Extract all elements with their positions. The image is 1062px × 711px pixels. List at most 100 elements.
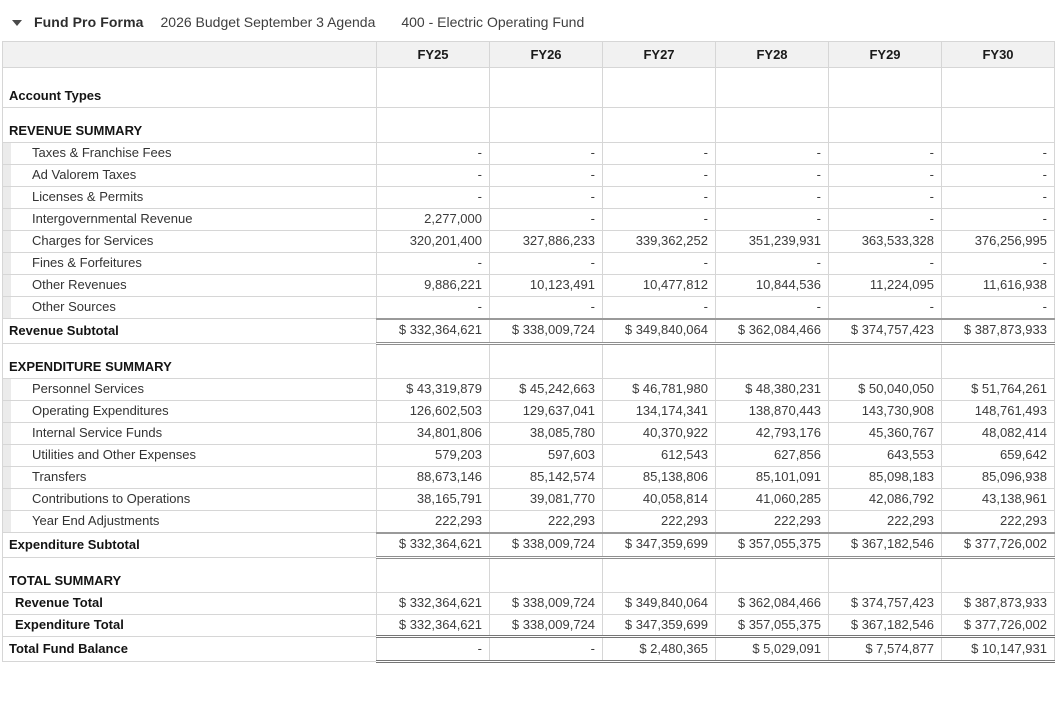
column-header-fy25: FY25 bbox=[376, 41, 490, 68]
row-label: Licenses & Permits bbox=[2, 186, 377, 209]
cell-fy26: - bbox=[489, 142, 603, 165]
cell-fy28 bbox=[715, 557, 829, 593]
cell-fy29: 643,553 bbox=[828, 444, 942, 467]
table-row-taxes-franchise-fees: Taxes & Franchise Fees - - - - - - bbox=[2, 142, 1055, 165]
cell-fy30: - bbox=[941, 164, 1055, 187]
collapse-caret-icon[interactable] bbox=[12, 19, 22, 26]
cell-fy25: 2,277,000 bbox=[376, 208, 490, 231]
table-row-expenditure-subtotal: Expenditure Subtotal $ 332,364,621 $ 338,0… bbox=[2, 531, 1055, 559]
cell-fy29 bbox=[828, 67, 942, 108]
cell-fy26: - bbox=[489, 164, 603, 187]
cell-fy30: 148,761,493 bbox=[941, 400, 1055, 423]
cell-fy27: $ 46,781,980 bbox=[602, 378, 716, 401]
cell-fy28: - bbox=[715, 252, 829, 275]
cell-fy25: 88,673,146 bbox=[376, 466, 490, 489]
cell-fy25: - bbox=[376, 186, 490, 209]
row-label: Year End Adjustments bbox=[2, 510, 377, 533]
cell-fy29: $ 367,182,546 bbox=[828, 614, 942, 637]
table-row-other-sources: Other Sources - - - - - - bbox=[2, 296, 1055, 319]
table-row-ad-valorem-taxes: Ad Valorem Taxes - - - - - - bbox=[2, 164, 1055, 187]
row-label: Ad Valorem Taxes bbox=[2, 164, 377, 187]
cell-fy26: 85,142,574 bbox=[489, 466, 603, 489]
column-header-row: FY25 FY26 FY27 FY28 FY29 FY30 bbox=[2, 41, 1055, 68]
cell-fy25: $ 332,364,621 bbox=[376, 614, 490, 637]
cell-fy28: $ 5,029,091 bbox=[715, 635, 829, 663]
column-header-fy29: FY29 bbox=[828, 41, 942, 68]
cell-fy25: 34,801,806 bbox=[376, 422, 490, 445]
cell-fy26 bbox=[489, 107, 603, 143]
row-label: Utilities and Other Expenses bbox=[2, 444, 377, 467]
budget-name-label: 2026 Budget September 3 Agenda bbox=[160, 13, 376, 30]
cell-fy27: $ 349,840,064 bbox=[602, 317, 716, 345]
cell-fy29: 11,224,095 bbox=[828, 274, 942, 297]
cell-fy25: - bbox=[376, 296, 490, 319]
cell-fy25: - bbox=[376, 164, 490, 187]
cell-fy30: 43,138,961 bbox=[941, 488, 1055, 511]
table-row-expenditure-summary: EXPENDITURE SUMMARY bbox=[2, 343, 1055, 379]
table-row-revenue-summary: REVENUE SUMMARY bbox=[2, 107, 1055, 143]
cell-fy29: $ 374,757,423 bbox=[828, 317, 942, 345]
cell-fy25: 38,165,791 bbox=[376, 488, 490, 511]
cell-fy30: 222,293 bbox=[941, 510, 1055, 533]
cell-fy28: - bbox=[715, 142, 829, 165]
row-label: Intergovernmental Revenue bbox=[2, 208, 377, 231]
cell-fy26: - bbox=[489, 296, 603, 319]
row-label: Expenditure Total bbox=[2, 614, 377, 637]
cell-fy28: $ 362,084,466 bbox=[715, 317, 829, 345]
cell-fy26 bbox=[489, 67, 603, 108]
row-label: Taxes & Franchise Fees bbox=[2, 142, 377, 165]
column-header-fy30: FY30 bbox=[941, 41, 1055, 68]
page-title: Fund Pro Forma bbox=[34, 13, 144, 30]
cell-fy25: $ 332,364,621 bbox=[376, 592, 490, 615]
cell-fy29 bbox=[828, 343, 942, 379]
cell-fy26 bbox=[489, 557, 603, 593]
row-label: Contributions to Operations bbox=[2, 488, 377, 511]
cell-fy27 bbox=[602, 107, 716, 143]
row-label: Transfers bbox=[2, 466, 377, 489]
cell-fy28 bbox=[715, 343, 829, 379]
fund-pro-forma-header: Fund Pro Forma 2026 Budget September 3 A… bbox=[0, 0, 1062, 32]
cell-fy29: 222,293 bbox=[828, 510, 942, 533]
cell-fy30: $ 10,147,931 bbox=[941, 635, 1055, 663]
cell-fy29 bbox=[828, 107, 942, 143]
row-label: Account Types bbox=[2, 67, 377, 108]
cell-fy27: - bbox=[602, 142, 716, 165]
table-row-personnel-services: Personnel Services $ 43,319,879 $ 45,242,6… bbox=[2, 378, 1055, 401]
table-row-utilities-and-other-expenses: Utilities and Other Expenses 579,203 597,6… bbox=[2, 444, 1055, 467]
table-row-total-fund-balance: Total Fund Balance - - $ 2,480,365 $ 5,029,0… bbox=[2, 635, 1055, 663]
cell-fy30 bbox=[941, 557, 1055, 593]
cell-fy30: 376,256,995 bbox=[941, 230, 1055, 253]
cell-fy28: - bbox=[715, 296, 829, 319]
column-header-corner bbox=[2, 41, 377, 68]
cell-fy29: - bbox=[828, 208, 942, 231]
cell-fy28: $ 357,055,375 bbox=[715, 614, 829, 637]
column-header-fy27: FY27 bbox=[602, 41, 716, 68]
cell-fy26: $ 338,009,724 bbox=[489, 531, 603, 559]
cell-fy25 bbox=[376, 343, 490, 379]
cell-fy26: - bbox=[489, 186, 603, 209]
cell-fy25: $ 332,364,621 bbox=[376, 531, 490, 559]
table-row-account-types: Account Types bbox=[2, 67, 1055, 108]
column-header-fy28: FY28 bbox=[715, 41, 829, 68]
cell-fy27: $ 347,359,699 bbox=[602, 614, 716, 637]
cell-fy30: 48,082,414 bbox=[941, 422, 1055, 445]
cell-fy30: - bbox=[941, 142, 1055, 165]
cell-fy28: - bbox=[715, 164, 829, 187]
cell-fy25 bbox=[376, 107, 490, 143]
cell-fy28: - bbox=[715, 186, 829, 209]
cell-fy27: 85,138,806 bbox=[602, 466, 716, 489]
table-row-total-summary: TOTAL SUMMARY bbox=[2, 557, 1055, 593]
cell-fy29: 85,098,183 bbox=[828, 466, 942, 489]
cell-fy26: 597,603 bbox=[489, 444, 603, 467]
cell-fy29: $ 50,040,050 bbox=[828, 378, 942, 401]
cell-fy30 bbox=[941, 67, 1055, 108]
cell-fy30 bbox=[941, 107, 1055, 143]
cell-fy27: $ 347,359,699 bbox=[602, 531, 716, 559]
cell-fy26: 39,081,770 bbox=[489, 488, 603, 511]
cell-fy28: $ 357,055,375 bbox=[715, 531, 829, 559]
cell-fy26: $ 338,009,724 bbox=[489, 614, 603, 637]
cell-fy27 bbox=[602, 557, 716, 593]
row-label: Other Revenues bbox=[2, 274, 377, 297]
table-row-charges-for-services: Charges for Services 320,201,400 327,886,2… bbox=[2, 230, 1055, 253]
row-label: Internal Service Funds bbox=[2, 422, 377, 445]
